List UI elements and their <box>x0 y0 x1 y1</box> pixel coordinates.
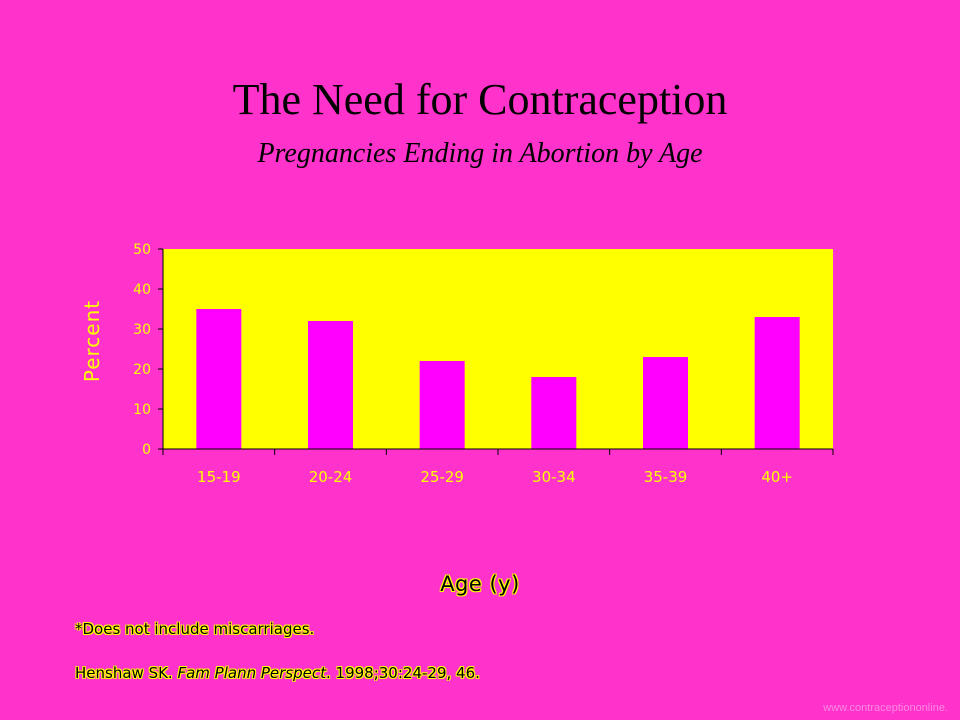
slide-title: The Need for Contraception <box>232 75 728 124</box>
slide-subtitle: Pregnancies Ending in Abortion by Age <box>257 138 703 169</box>
x-tick-label: 25-29 <box>420 468 464 486</box>
x-tick-label: 15-19 <box>197 468 241 486</box>
x-tick-label: 35-39 <box>644 468 688 486</box>
y-tick-label: 0 <box>142 442 151 458</box>
y-tick-label: 10 <box>133 402 151 418</box>
y-axis-label: Percent <box>80 299 104 383</box>
citation-journal: Fam Plann Perspect <box>177 664 326 682</box>
x-axis-label: Age (y) <box>440 572 520 596</box>
y-tick-label: 50 <box>133 242 151 258</box>
x-tick-label: 30-34 <box>532 468 576 486</box>
plot-area <box>163 249 833 449</box>
bar-20-24 <box>308 321 353 449</box>
y-tick-label: 20 <box>133 362 151 378</box>
citation-author: Henshaw SK. <box>75 664 178 682</box>
citation: Henshaw SK. Fam Plann Perspect. 1998;30:… <box>75 664 480 682</box>
bar-25-29 <box>419 361 465 449</box>
bar-15-19 <box>196 309 242 449</box>
x-tick-label: 40+ <box>761 468 793 486</box>
footnote: *Does not include miscarriages. <box>75 620 315 638</box>
citation-details: . 1998;30:24-29, 46. <box>326 664 480 682</box>
bar-40+ <box>754 317 800 449</box>
bar-35-39 <box>643 357 688 449</box>
bar-30-34 <box>531 377 577 449</box>
y-tick-label: 40 <box>133 282 151 298</box>
y-tick-label: 30 <box>133 322 151 338</box>
x-tick-label: 20-24 <box>309 468 353 486</box>
watermark-url: www.contraceptiononline. <box>823 702 948 714</box>
